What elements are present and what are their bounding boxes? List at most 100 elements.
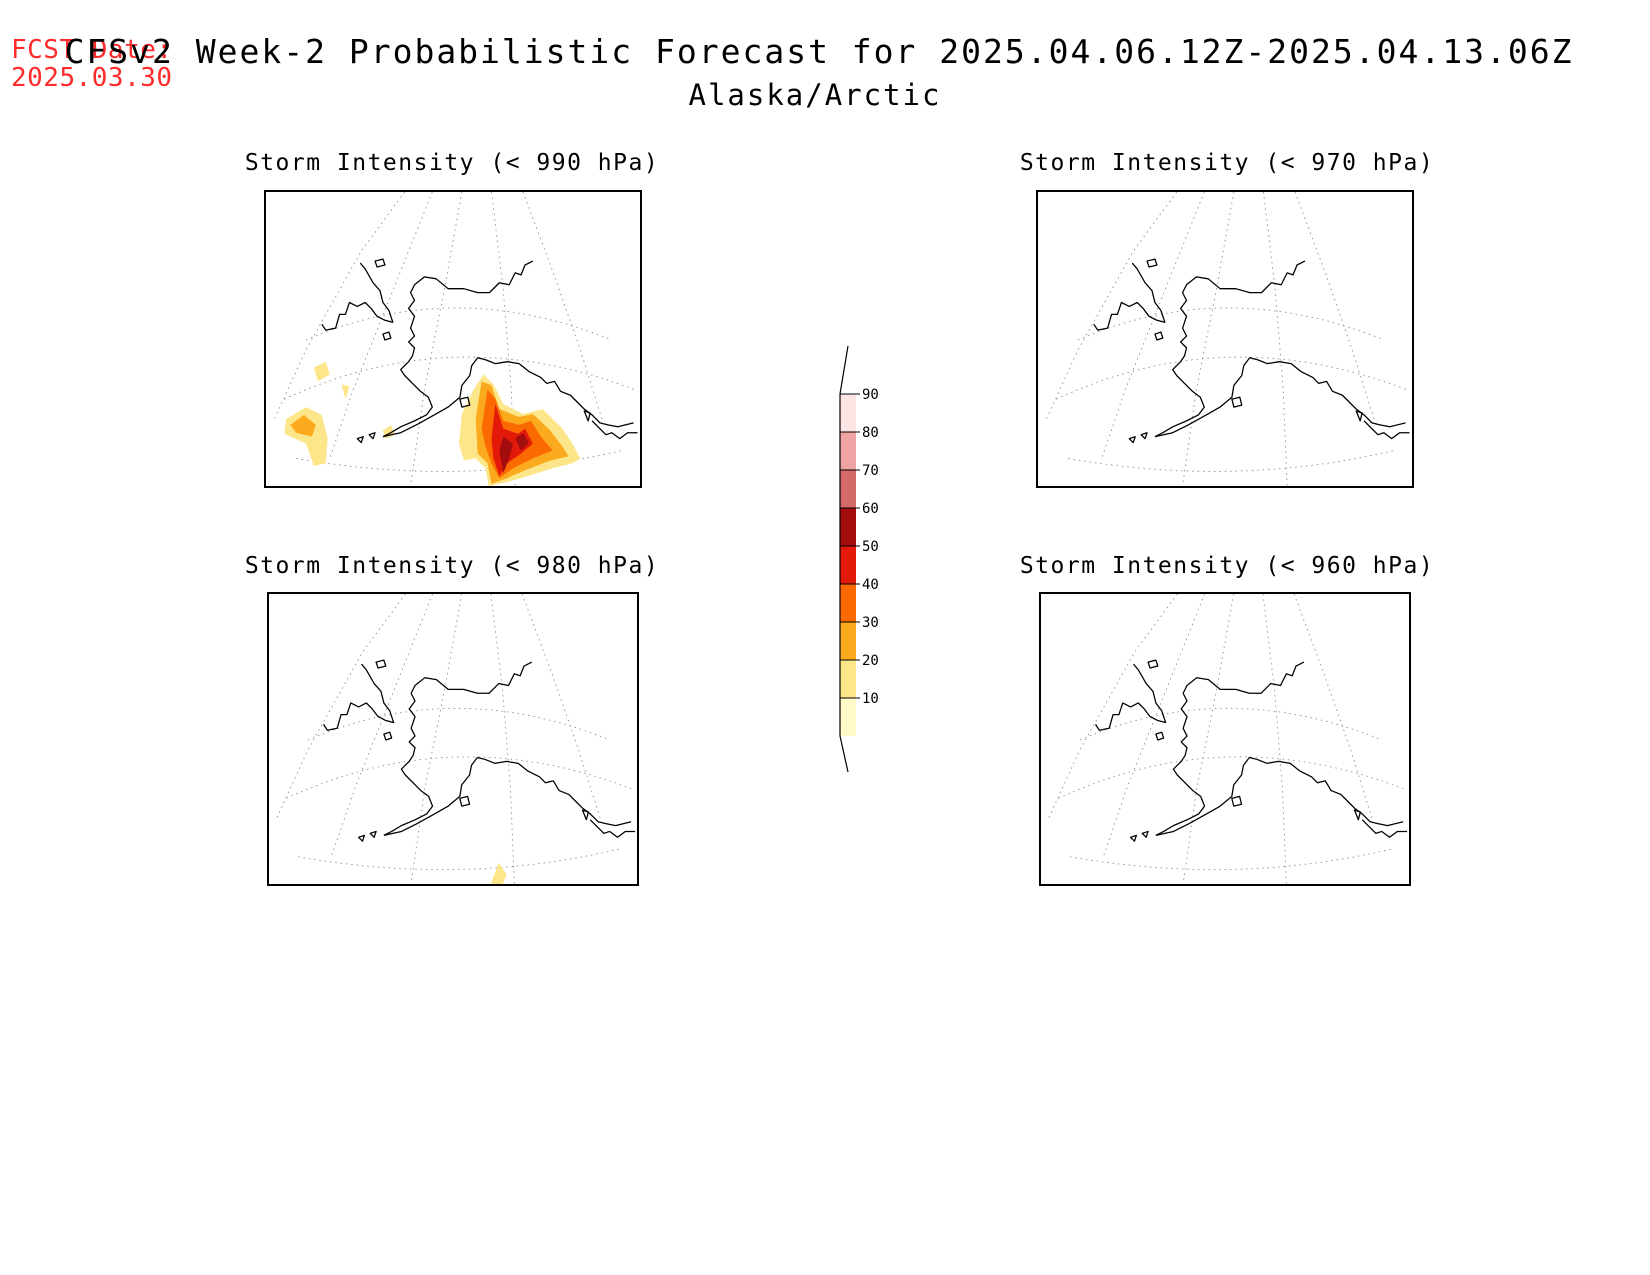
graticule-line bbox=[286, 756, 632, 799]
graticule-line bbox=[1077, 307, 1385, 341]
graticule-line bbox=[307, 707, 610, 741]
map-980-coastline bbox=[322, 659, 636, 842]
colorbar-segment bbox=[840, 698, 856, 736]
graticule-line bbox=[1182, 192, 1235, 486]
colorbar-outline bbox=[839, 345, 849, 736]
coastline bbox=[1094, 663, 1167, 731]
coastline bbox=[382, 331, 392, 341]
colorbar: 10 20 30 40 50 60 70 80 90 bbox=[820, 330, 890, 773]
colorbar-tick-label: 60 bbox=[862, 501, 879, 517]
graticule-line bbox=[522, 192, 603, 420]
graticule-line bbox=[1058, 756, 1404, 799]
prob-area bbox=[284, 407, 328, 467]
map-960-grid bbox=[1048, 594, 1404, 884]
colorbar-segment bbox=[840, 394, 856, 432]
coastline bbox=[589, 819, 636, 838]
map-980-shading bbox=[490, 862, 507, 884]
colorbar-segment bbox=[840, 584, 856, 622]
graticule-line bbox=[1079, 707, 1382, 741]
graticule-line bbox=[1294, 192, 1375, 420]
colorbar-tick-label: 20 bbox=[862, 653, 879, 669]
coastline bbox=[374, 258, 386, 268]
graticule-line bbox=[490, 594, 515, 884]
colorbar-segment bbox=[840, 508, 856, 546]
coastline bbox=[1128, 436, 1136, 444]
panel-title-980: Storm Intensity (< 980 hPa) bbox=[244, 553, 660, 579]
coastline bbox=[1093, 262, 1166, 331]
graticule-line bbox=[296, 450, 622, 472]
colorbar-svg: 10 20 30 40 50 60 70 80 90 bbox=[839, 345, 879, 773]
coastline bbox=[382, 260, 534, 438]
map-970-coastline bbox=[1093, 258, 1410, 444]
graticule-line bbox=[305, 307, 613, 341]
coastline bbox=[1154, 331, 1164, 341]
coastline bbox=[1146, 258, 1158, 268]
map-990-grid bbox=[274, 192, 634, 486]
coastline bbox=[1147, 659, 1159, 669]
colorbar-segment bbox=[840, 660, 856, 698]
graticule-line bbox=[284, 356, 634, 400]
coastline bbox=[1353, 809, 1361, 821]
graticule-line bbox=[410, 594, 463, 884]
map-980-svg bbox=[276, 594, 636, 884]
graticule-line bbox=[1070, 848, 1392, 871]
coastline bbox=[1355, 410, 1363, 422]
colorbar-segment bbox=[840, 622, 856, 660]
map-990-shading bbox=[284, 361, 581, 486]
coastline bbox=[591, 420, 638, 440]
graticule-line bbox=[330, 594, 433, 857]
map-970-svg bbox=[1046, 192, 1410, 486]
coastline bbox=[1155, 731, 1165, 741]
colorbar-tick-label: 50 bbox=[862, 539, 879, 555]
panel-title-970: Storm Intensity (< 970 hPa) bbox=[1019, 150, 1435, 176]
colorbar-segment bbox=[840, 432, 856, 470]
coastline bbox=[1141, 830, 1149, 838]
coastline bbox=[1140, 432, 1148, 440]
forecast-date-value: 2025.03.30 bbox=[11, 63, 173, 93]
forecast-date-block: FCST Date: 2025.03.30 bbox=[11, 36, 173, 92]
coastline bbox=[357, 834, 366, 842]
coastline bbox=[459, 396, 471, 408]
coastline bbox=[356, 436, 364, 444]
colorbar-cap bbox=[839, 735, 849, 773]
prob-area bbox=[290, 414, 316, 437]
coastline bbox=[383, 731, 393, 741]
colorbar-tick-label: 80 bbox=[862, 425, 879, 441]
graticule-line bbox=[329, 192, 433, 459]
panel-title-960: Storm Intensity (< 960 hPa) bbox=[1019, 553, 1435, 579]
prob-area bbox=[313, 361, 330, 382]
colorbar-tick-label: 30 bbox=[862, 615, 879, 631]
coastline bbox=[383, 661, 533, 836]
coastline bbox=[459, 795, 471, 807]
graticule-line bbox=[1293, 594, 1373, 818]
coastline bbox=[581, 809, 589, 821]
colorbar-tick-label: 40 bbox=[862, 577, 879, 593]
prob-area bbox=[341, 384, 350, 400]
map-970-grid bbox=[1046, 192, 1406, 486]
coastline bbox=[1231, 396, 1243, 408]
coastline bbox=[322, 663, 395, 731]
graticule-line bbox=[298, 848, 620, 871]
graticule-line bbox=[1056, 356, 1406, 400]
map-panel-980 bbox=[267, 592, 639, 886]
colorbar-segment bbox=[840, 546, 856, 584]
colorbar-tick-label: 10 bbox=[862, 691, 879, 707]
colorbar-tick-label: 90 bbox=[862, 387, 879, 403]
prob-area bbox=[499, 436, 514, 474]
coastline bbox=[368, 432, 376, 440]
graticule-line bbox=[1182, 594, 1235, 884]
map-960-svg bbox=[1048, 594, 1408, 884]
map-980-grid bbox=[276, 594, 632, 884]
prob-area bbox=[490, 862, 507, 884]
page-title-text: CFSv2 Week-2 Probabilistic Forecast for … bbox=[64, 32, 1574, 71]
graticule-line bbox=[410, 192, 463, 486]
graticule-line bbox=[1101, 192, 1205, 459]
map-990-coastline bbox=[321, 258, 638, 444]
coastline bbox=[375, 659, 387, 669]
page-title: CFSv2 Week-2 Probabilistic Forecast for … bbox=[0, 32, 1650, 71]
coastline bbox=[369, 830, 377, 838]
forecast-date-label: FCST Date: bbox=[11, 35, 173, 65]
map-960-coastline bbox=[1094, 659, 1408, 842]
map-990-svg bbox=[274, 192, 638, 486]
coastline bbox=[1363, 420, 1410, 440]
